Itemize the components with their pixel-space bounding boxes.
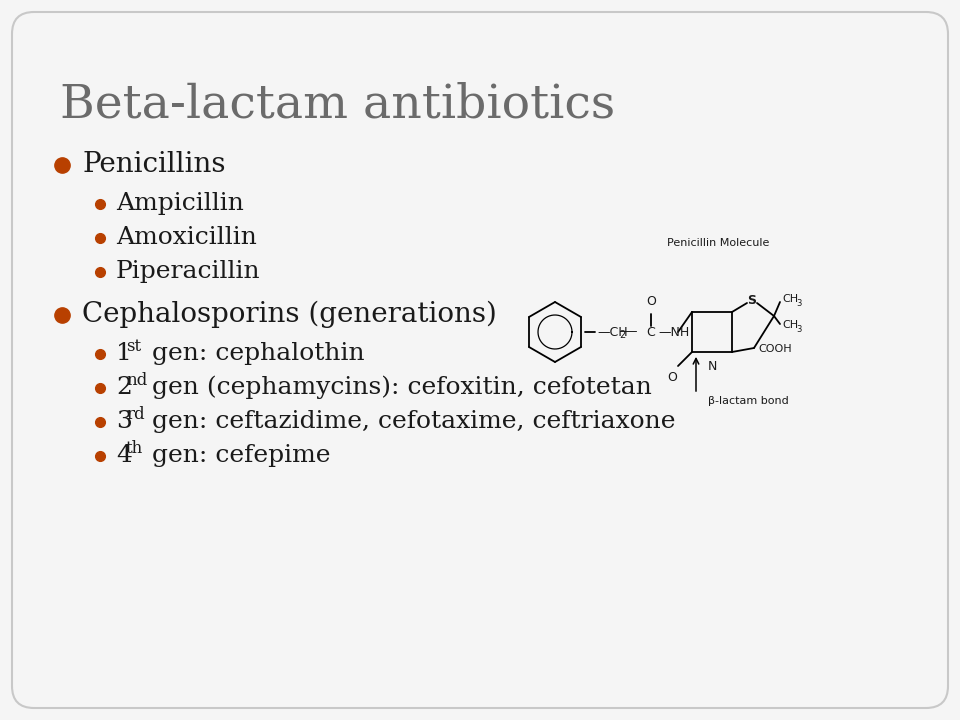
Text: —: — <box>624 325 636 338</box>
Text: gen (cephamycins): cefoxitin, cefotetan: gen (cephamycins): cefoxitin, cefotetan <box>144 375 652 399</box>
Text: 2: 2 <box>619 330 625 340</box>
Text: 3: 3 <box>796 299 802 307</box>
Text: Cephalosporins (generations): Cephalosporins (generations) <box>82 300 497 328</box>
Text: Piperacillin: Piperacillin <box>116 259 260 282</box>
Text: Penicillin Molecule: Penicillin Molecule <box>667 238 769 248</box>
Text: Beta-lactam antibiotics: Beta-lactam antibiotics <box>60 82 615 127</box>
Text: Penicillins: Penicillins <box>82 150 226 178</box>
Text: N: N <box>708 360 717 373</box>
Text: rd: rd <box>126 405 145 423</box>
Text: 4: 4 <box>116 444 132 467</box>
Text: 3: 3 <box>796 325 802 333</box>
Text: O: O <box>667 371 677 384</box>
Text: 2: 2 <box>116 376 132 398</box>
Text: CH: CH <box>782 294 798 304</box>
Text: 1: 1 <box>116 341 132 364</box>
Text: COOH: COOH <box>758 344 792 354</box>
FancyBboxPatch shape <box>12 12 948 708</box>
Text: S: S <box>748 294 756 307</box>
Text: Ampicillin: Ampicillin <box>116 192 244 215</box>
Text: st: st <box>126 338 141 354</box>
Text: th: th <box>126 439 143 456</box>
Text: gen: ceftazidime, cefotaxime, ceftriaxone: gen: ceftazidime, cefotaxime, ceftriaxon… <box>144 410 676 433</box>
Text: O: O <box>646 295 656 308</box>
Text: —CH: —CH <box>597 325 628 338</box>
Text: —NH: —NH <box>658 325 689 338</box>
Text: gen: cefepime: gen: cefepime <box>144 444 330 467</box>
Text: 3: 3 <box>116 410 132 433</box>
Text: gen: cephalothin: gen: cephalothin <box>144 341 365 364</box>
Text: C: C <box>647 325 656 338</box>
Text: CH: CH <box>782 320 798 330</box>
Text: nd: nd <box>126 372 147 389</box>
Text: β-lactam bond: β-lactam bond <box>708 396 789 406</box>
Text: Amoxicillin: Amoxicillin <box>116 225 257 248</box>
